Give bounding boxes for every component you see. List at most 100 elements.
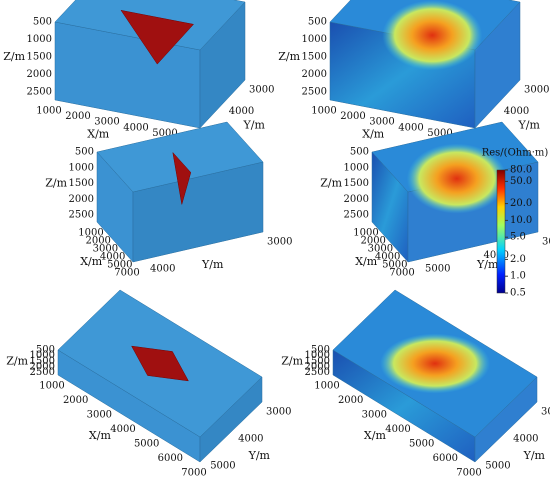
x-tick-label: 3000	[369, 117, 394, 128]
y-tick-label: 4000	[484, 250, 509, 261]
panel: 5001000150020002500Z/m100020003000400050…	[3, 0, 274, 145]
anomaly	[120, 9, 194, 65]
y-axis-label: Y/m	[476, 258, 499, 271]
z-tick-label: 500	[33, 17, 52, 28]
z-tick-label: 2000	[305, 361, 330, 372]
z-tick-label: 1000	[302, 34, 327, 45]
x-tick-label: 5000	[134, 439, 159, 450]
x-tick-label: 7000	[389, 268, 414, 279]
x-axis-label: X/m	[364, 429, 387, 442]
x-tick-label: 2000	[338, 395, 363, 406]
panel: 5001000150020002500Z/m100020003000400050…	[281, 289, 550, 478]
z-tick-label: 1500	[344, 178, 369, 189]
x-tick-label: 3000	[87, 410, 112, 421]
x-tick-label: 1000	[78, 228, 103, 239]
x-tick-label: 1000	[353, 228, 378, 239]
y-axis-label: Y/m	[523, 449, 546, 462]
x-axis-label: X/m	[89, 429, 112, 442]
x-axis-label: X/m	[362, 128, 385, 141]
y-tick-label: 3000	[266, 407, 291, 418]
colorbar	[496, 169, 506, 294]
z-tick-label: 2500	[305, 367, 330, 378]
x-tick-label: 1000	[314, 381, 339, 392]
colorbar-tick-label: 20.0	[510, 198, 532, 209]
z-tick-label: 1000	[27, 34, 52, 45]
x-tick-label: 2000	[340, 111, 365, 122]
x-tick-label: 3000	[94, 117, 119, 128]
z-tick-label: 1000	[30, 350, 55, 361]
x-tick-label: 4000	[110, 424, 135, 435]
panel: 5001000150020002500Z/m100020003000400050…	[278, 0, 549, 145]
x-tick-label: 6000	[158, 453, 183, 464]
x-tick-label: 7000	[181, 468, 206, 478]
anomaly	[380, 333, 490, 394]
z-axis-label: Z/m	[278, 50, 300, 63]
y-axis-label: Y/m	[248, 449, 271, 462]
z-tick-label: 2500	[302, 87, 327, 98]
z-axis-label: Z/m	[6, 354, 28, 367]
anomaly	[172, 151, 192, 205]
y-tick-label: 4000	[229, 106, 254, 117]
z-tick-label: 2000	[69, 194, 94, 205]
y-axis-label: Y/m	[518, 119, 541, 132]
x-tick-label: 5000	[409, 439, 434, 450]
z-tick-label: 1500	[30, 356, 55, 367]
colorbar-tick-label: 50.0	[510, 176, 532, 187]
colorbar-tick-label: 1.0	[510, 271, 526, 282]
z-tick-label: 1500	[305, 356, 330, 367]
x-tick-label: 4000	[375, 252, 400, 263]
x-tick-label: 7000	[456, 468, 481, 478]
anomaly	[131, 345, 189, 382]
z-tick-label: 1000	[344, 162, 369, 173]
z-tick-label: 1500	[27, 52, 52, 63]
colorbar-tick-label: 80.0	[510, 165, 532, 176]
z-axis-label: Z/m	[281, 354, 303, 367]
z-tick-label: 500	[350, 147, 369, 158]
anomaly	[406, 143, 507, 214]
x-tick-label: 5000	[107, 260, 132, 271]
z-tick-label: 1500	[302, 52, 327, 63]
y-tick-label: 3000	[249, 85, 274, 96]
panel: 5001000150020002500Z/m100020003000400050…	[45, 121, 292, 279]
z-axis-label: Z/m	[3, 50, 25, 63]
top-face	[96, 121, 264, 193]
z-tick-label: 500	[311, 345, 330, 356]
x-tick-label: 7000	[114, 268, 139, 279]
y-tick-label: 4000	[504, 106, 529, 117]
x-tick-label: 6000	[433, 453, 458, 464]
y-tick-label: 4000	[150, 264, 175, 275]
y-tick-label: 3000	[541, 407, 550, 418]
x-tick-label: 3000	[362, 410, 387, 421]
x-tick-label: 2000	[63, 395, 88, 406]
z-tick-label: 1000	[69, 162, 94, 173]
x-tick-label: 1000	[39, 381, 64, 392]
x-tick-label: 2000	[85, 236, 110, 247]
x-tick-label: 1000	[311, 106, 336, 117]
colorbar-tick-label: 0.5	[510, 288, 526, 299]
z-tick-label: 500	[308, 17, 327, 28]
colorbar-tick-label: 5.0	[510, 232, 526, 243]
panel: 5001000150020002500Z/m100020003000400050…	[320, 121, 550, 279]
z-axis-label: Z/m	[320, 177, 342, 190]
x-tick-label: 4000	[123, 122, 148, 133]
y-tick-label: 5000	[210, 461, 235, 472]
x-tick-label: 2000	[65, 111, 90, 122]
x-tick-label: 2000	[360, 236, 385, 247]
y-tick-label: 5000	[425, 264, 450, 275]
y-axis-label: Y/m	[201, 258, 224, 271]
x-tick-label: 5000	[382, 260, 407, 271]
panel: 5001000150020002500Z/m100020003000400050…	[6, 289, 291, 478]
y-tick-label: 5000	[485, 461, 510, 472]
x-axis-label: X/m	[355, 255, 378, 268]
z-tick-label: 2000	[27, 69, 52, 80]
z-tick-label: 1000	[305, 350, 330, 361]
y-tick-label: 4000	[513, 434, 538, 445]
x-tick-label: 5000	[152, 128, 177, 139]
y-tick-label: 3000	[524, 85, 549, 96]
z-tick-label: 2500	[30, 367, 55, 378]
x-tick-label: 4000	[100, 252, 125, 263]
anomaly	[382, 0, 483, 71]
x-tick-label: 1000	[36, 106, 61, 117]
z-tick-label: 2000	[344, 194, 369, 205]
